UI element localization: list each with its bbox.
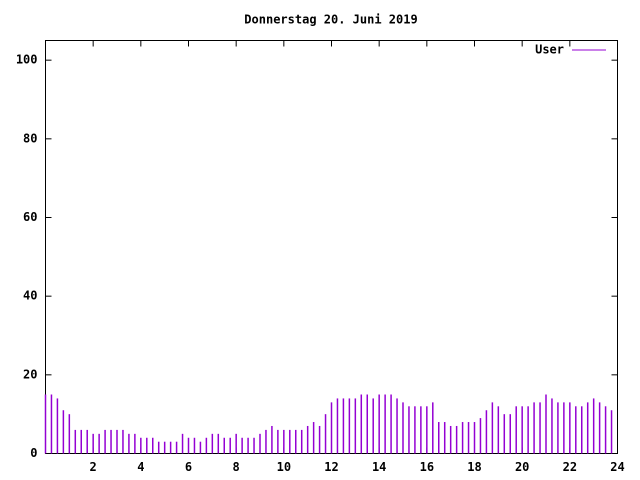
x-tick-label: 20: [515, 460, 529, 474]
x-tick-label: 14: [372, 460, 386, 474]
x-tick-label: 16: [420, 460, 434, 474]
x-tick-label: 10: [277, 460, 291, 474]
y-tick-label: 100: [16, 53, 38, 67]
y-tick-label: 0: [30, 446, 37, 460]
x-tick-label: 24: [610, 460, 624, 474]
y-tick-label: 60: [23, 210, 37, 224]
x-tick-label: 6: [185, 460, 192, 474]
y-tick-label: 80: [23, 131, 37, 145]
x-tick-label: 18: [467, 460, 481, 474]
x-tick-label: 22: [563, 460, 577, 474]
y-tick-label: 40: [23, 289, 37, 303]
legend-label: User: [535, 43, 564, 57]
x-tick-label: 2: [90, 460, 97, 474]
y-tick-label: 20: [23, 367, 37, 381]
x-tick-label: 12: [324, 460, 338, 474]
chart-title: Donnerstag 20. Juni 2019: [244, 13, 417, 27]
x-tick-label: 8: [233, 460, 240, 474]
x-tick-label: 4: [137, 460, 144, 474]
